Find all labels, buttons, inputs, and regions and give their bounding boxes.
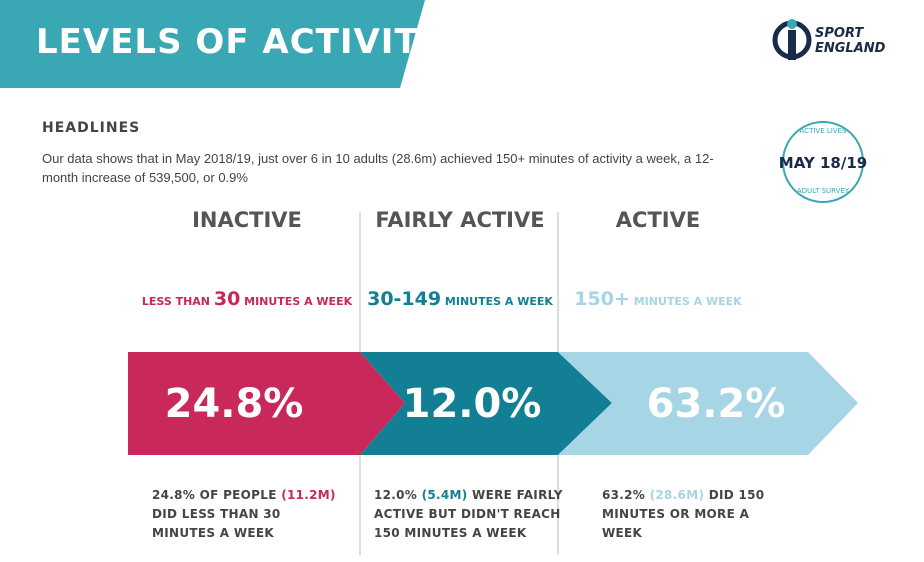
header-banner (0, 0, 425, 88)
description-part: DID 150 MINUTES OR MORE A WEEK (602, 488, 765, 540)
description-part: 24.8% OF PEOPLE (152, 488, 282, 502)
description-part: 12.0% (374, 488, 422, 502)
logo-text: ENGLAND (815, 41, 886, 56)
description: 12.0% (5.4M) WERE FAIRLY ACTIVE BUT DIDN… (374, 486, 564, 543)
section-text: Our data shows that in May 2018/19, just… (42, 151, 714, 185)
description-part: (11.2M) (281, 488, 336, 502)
threshold-part: 30 (213, 288, 241, 310)
arrow-segment (128, 352, 405, 455)
threshold: 30-149 MINUTES A WEEK (345, 288, 575, 310)
description: 63.2% (28.6M) DID 150 MINUTES OR MORE A … (602, 486, 792, 543)
threshold-part: 150+ (574, 288, 630, 310)
percentage: 24.8% (165, 381, 304, 427)
badge: ACTIVE LIVES MAY 18/19 ADULT SURVEY (779, 121, 867, 203)
description-part: WERE FAIRLY ACTIVE BUT DIDN'T REACH 150 … (374, 488, 563, 540)
badge-middle: MAY 18/19 (779, 154, 867, 172)
arrow-segment (360, 352, 612, 455)
threshold-part: MINUTES A WEEK (441, 295, 553, 308)
threshold: LESS THAN 30 MINUTES A WEEK (132, 288, 362, 310)
logo-text: SPORT (815, 26, 864, 41)
threshold-part: LESS THAN (141, 295, 214, 308)
percentage: 12.0% (403, 381, 542, 427)
percentage: 63.2% (647, 381, 786, 427)
column-heading: INACTIVE (192, 208, 302, 232)
description-part: DID LESS THAN 30 MINUTES A WEEK (152, 507, 281, 540)
threshold-part: MINUTES A WEEK (629, 295, 742, 308)
threshold-part: 30-149 (367, 288, 442, 310)
badge-bottom: ADULT SURVEY (797, 187, 850, 195)
description-part: (5.4M) (421, 488, 468, 502)
column-heading: ACTIVE (615, 208, 701, 232)
column-heading: FAIRLY ACTIVE (375, 208, 545, 232)
threshold-part: MINUTES A WEEK (240, 295, 353, 308)
logo-icon (772, 19, 812, 60)
description-part: 63.2% (602, 488, 650, 502)
badge-top: ACTIVE LIVES (800, 127, 848, 135)
page-title: LEVELS OF ACTIVITY (36, 22, 445, 62)
section-title: HEADLINES (42, 120, 141, 136)
description-part: (28.6M) (649, 488, 705, 502)
description: 24.8% OF PEOPLE (11.2M) DID LESS THAN 30… (152, 486, 342, 543)
threshold: 150+ MINUTES A WEEK (543, 288, 773, 310)
arrow-segment (558, 352, 858, 455)
